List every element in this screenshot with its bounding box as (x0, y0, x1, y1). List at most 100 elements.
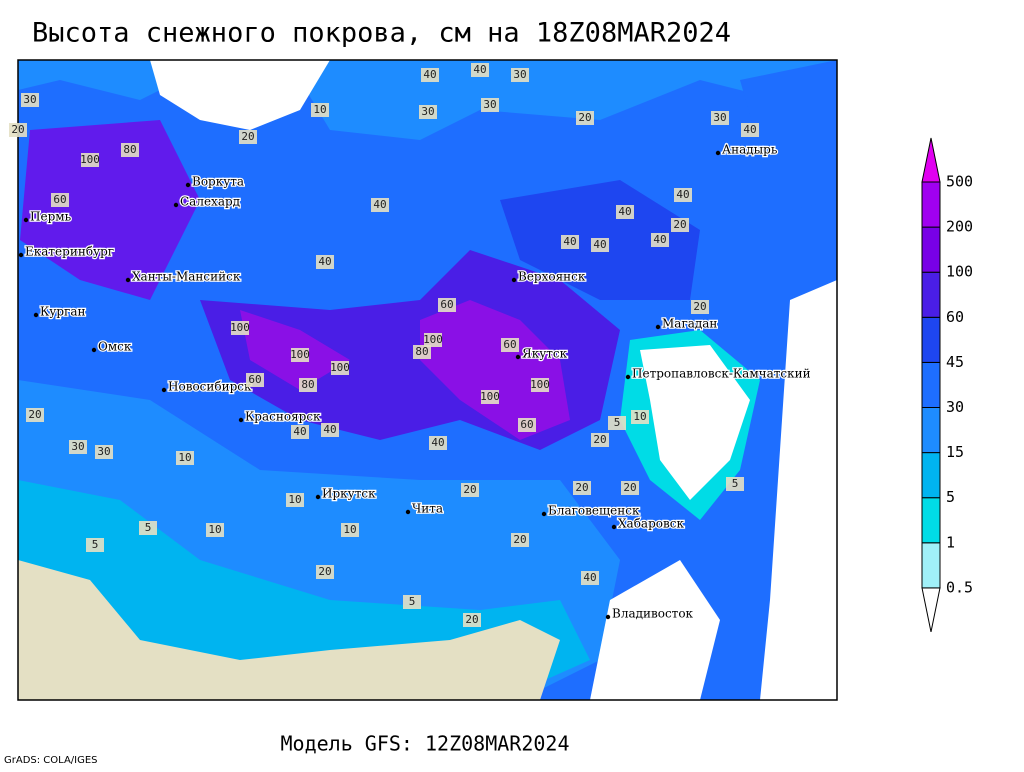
contour-label: 20 (318, 565, 331, 578)
contour-label: 20 (593, 433, 606, 446)
contour-label-box (429, 436, 447, 450)
contour-label: 5 (614, 416, 621, 429)
contour-label: 100 (530, 378, 550, 391)
contour-label-box (86, 538, 104, 552)
colorbar-segment (921, 361, 941, 408)
contour-label-box (461, 483, 479, 497)
contour-label-box (299, 378, 317, 392)
city-dot (23, 217, 29, 223)
city-label: Хабаровск (618, 517, 684, 531)
contour-label-box (511, 533, 529, 547)
colorbar-label: 45 (946, 353, 964, 371)
city-dot (161, 387, 167, 393)
contour-label: 40 (318, 255, 331, 268)
city-dot (125, 277, 131, 283)
contour-label: 40 (583, 571, 596, 584)
colorbar-label: 15 (946, 443, 964, 461)
contour-label: 30 (513, 68, 526, 81)
contour-label-box (481, 98, 499, 112)
contour-label: 40 (323, 423, 336, 436)
contour-label: 100 (423, 333, 443, 346)
contour-label-box (421, 68, 439, 82)
contour-label-box (139, 521, 157, 535)
colorbar-segment (921, 452, 941, 499)
city-label: Благовещенск (548, 504, 640, 518)
contour-label-box (471, 63, 489, 77)
contour-label-box (463, 613, 481, 627)
contour-label: 10 (208, 523, 221, 536)
city-dot (315, 494, 321, 500)
contour-label-box (316, 255, 334, 269)
contour-label-box (481, 390, 499, 404)
contour-label-box (608, 416, 626, 430)
subtitle: Модель GFS: 12Z08MAR2024 (281, 732, 570, 756)
contour-label: 30 (71, 440, 84, 453)
contour-label: 80 (301, 378, 314, 391)
contour-label-box (711, 111, 729, 125)
contour-label: 10 (288, 493, 301, 506)
city-label: Салехард (180, 195, 240, 209)
contour-label: 20 (465, 613, 478, 626)
contour-label: 5 (732, 477, 739, 490)
contour-label-box (591, 433, 609, 447)
contour-label-box (316, 565, 334, 579)
contour-label-box (511, 68, 529, 82)
city-dot (655, 324, 661, 330)
colorbar-label: 5 (946, 488, 955, 506)
contour-label: 20 (578, 111, 591, 124)
city-dot (18, 252, 24, 258)
contour-label: 20 (241, 130, 254, 143)
colorbar-segment (921, 316, 941, 363)
contour-label: 100 (80, 153, 100, 166)
title: Высота снежного покрова, см на 18Z08MAR2… (32, 18, 731, 49)
colorbar-segment (921, 181, 941, 228)
city-label: Красноярск (245, 410, 321, 424)
city-dot (515, 354, 521, 360)
contour-label: 40 (293, 425, 306, 438)
contour-label: 60 (248, 373, 261, 386)
contour-label: 60 (503, 338, 516, 351)
city-dot (405, 509, 411, 515)
contour-label-box (121, 143, 139, 157)
contour-label: 10 (343, 523, 356, 536)
city-label: Курган (40, 305, 85, 319)
contour-label: 20 (673, 218, 686, 231)
city-dot (541, 511, 547, 517)
contour-label: 20 (693, 300, 706, 313)
contour-label-box (419, 105, 437, 119)
contour-label-box (21, 93, 39, 107)
city-dot (511, 277, 517, 283)
city-label: Магадан (662, 317, 717, 331)
contour-label-box (95, 445, 113, 459)
contour-label-box (286, 493, 304, 507)
city-label: Якутск (522, 347, 568, 361)
city-dot (173, 202, 179, 208)
colorbar-segment (921, 407, 941, 454)
colorbar-end (921, 137, 941, 183)
city-dot (33, 312, 39, 318)
contour-label: 20 (513, 533, 526, 546)
contour-label-box (51, 193, 69, 207)
contour-label-box (403, 595, 421, 609)
contour-label-box (69, 440, 87, 454)
contour-label-box (424, 333, 442, 347)
contour-label: 20 (463, 483, 476, 496)
contour-label-box (671, 218, 689, 232)
contour-label-box (741, 123, 759, 137)
contour-label: 5 (409, 595, 416, 608)
contour-label: 40 (676, 188, 689, 201)
contour-label: 40 (431, 436, 444, 449)
contour-label-box (674, 188, 692, 202)
city-dot (625, 374, 631, 380)
colorbar-label: 500 (946, 173, 973, 191)
contour-label: 5 (145, 521, 152, 534)
contour-label-box (291, 348, 309, 362)
contour-label-box (726, 477, 744, 491)
contour-label-box (576, 111, 594, 125)
contour-label: 40 (653, 233, 666, 246)
city-label: Чита (412, 502, 443, 516)
contour-label-box (616, 205, 634, 219)
credit: GrADS: COLA/IGES (4, 755, 98, 766)
